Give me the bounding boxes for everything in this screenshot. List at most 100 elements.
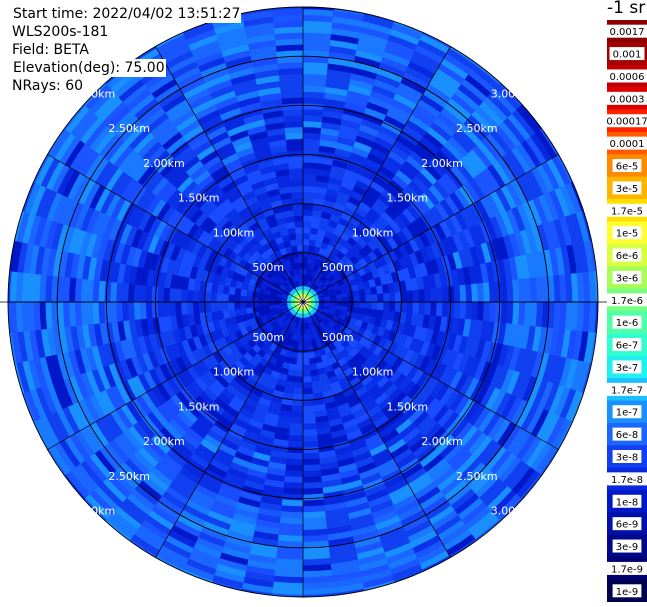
ppi-gate	[353, 295, 361, 303]
ppi-gate	[295, 370, 304, 377]
ppi-gate	[282, 109, 304, 117]
colorbar-label: 3e-8	[616, 453, 639, 464]
ppi-gate	[494, 301, 502, 323]
ppi-gate	[302, 209, 313, 217]
ppi-gate	[302, 132, 321, 140]
colorbar-label-bg	[612, 270, 642, 284]
ppi-gate	[476, 282, 485, 303]
ppi-gate	[175, 288, 182, 303]
ppi-gate	[180, 289, 188, 303]
ppi-gate	[210, 301, 218, 312]
ppi-gate	[228, 294, 235, 303]
ppi-gate	[302, 505, 326, 513]
ppi-gate	[302, 185, 316, 193]
ppi-gate	[488, 301, 496, 323]
ppi-gate	[80, 278, 89, 303]
colorbar-label: 1e-7	[616, 408, 639, 419]
colorbar-label-bg	[612, 181, 642, 195]
ppi-gate	[269, 301, 276, 306]
colorbar-label-bg	[607, 69, 647, 83]
ppi-gate	[302, 126, 322, 134]
ppi-gate	[302, 382, 313, 389]
colorbar-title: -1 sr	[607, 0, 646, 18]
ppi-gate	[283, 115, 304, 123]
ppi-gate	[234, 294, 241, 303]
nrays: NRays: 60	[12, 78, 84, 94]
range-ring-label: 2.00km	[143, 157, 185, 170]
ppi-gate	[302, 499, 325, 507]
ppi-gate	[291, 405, 304, 413]
ppi-gate	[285, 132, 304, 140]
ppi-gate	[192, 301, 200, 314]
ppi-gate	[74, 277, 83, 303]
ppi-gate	[302, 329, 307, 336]
colorbar-label-bg	[607, 24, 647, 38]
ppi-gate	[282, 103, 304, 111]
ppi-gate	[424, 288, 431, 303]
colorbar-label-bg	[612, 360, 642, 374]
ppi-gate	[302, 335, 308, 342]
ppi-gate	[388, 292, 396, 303]
start-time: Start time: 2022/04/02 13:51:27	[12, 5, 242, 23]
colorbar-label: 0.0006	[610, 72, 645, 83]
ppi-gate	[239, 301, 247, 309]
colorbar-label-bg	[607, 114, 647, 128]
ppi-gate	[116, 282, 124, 303]
ppi-gate	[290, 179, 304, 187]
ppi-gate	[465, 284, 473, 303]
colorbar-label: 0.0001	[610, 139, 645, 150]
ppi-gate	[116, 301, 124, 322]
ppi-gate	[341, 297, 349, 303]
azimuth-spoke	[47, 154, 304, 303]
ppi-gate	[412, 289, 420, 303]
ppi-gate	[406, 290, 414, 303]
range-ring-label: 1.50km	[178, 192, 220, 205]
ppi-gate	[302, 179, 316, 187]
ppi-gate	[294, 376, 304, 383]
colorbar-label-bg	[612, 427, 642, 441]
range-ring-label: 2.50km	[108, 470, 150, 483]
ppi-gate	[302, 346, 309, 354]
ppi-gate	[288, 162, 304, 170]
ppi-gate	[302, 115, 323, 123]
ppi-gate	[151, 286, 159, 303]
ppi-gate	[482, 301, 490, 322]
colorbar-label-bg	[612, 315, 642, 329]
ppi-gate	[517, 278, 526, 303]
ppi-gate	[302, 103, 324, 111]
ppi-gate	[296, 244, 304, 252]
ppi-gate	[186, 301, 194, 315]
range-ring-label: 1.50km	[386, 192, 428, 205]
colorbar-label-bg	[612, 450, 642, 463]
range-ring-label: 500m	[252, 331, 284, 344]
ppi-gate	[74, 301, 83, 327]
ppi-gate	[365, 294, 372, 303]
ppi-gate	[290, 185, 304, 193]
ppi-gate	[157, 301, 165, 318]
range-ring-label: 2.50km	[456, 470, 498, 483]
ppi-gate	[133, 301, 141, 320]
ppi-gate	[302, 393, 314, 401]
ppi-gate	[447, 286, 455, 303]
ppi-gate	[204, 301, 212, 313]
ppi-gate	[302, 475, 323, 484]
ppi-gate	[292, 203, 304, 211]
colorbar-label: 1e-6	[616, 318, 639, 329]
ppi-gate	[302, 233, 311, 240]
ppi-gate	[298, 262, 304, 269]
ppi-gate	[297, 346, 304, 354]
ppi-gate	[302, 516, 327, 525]
ppi-gate	[302, 423, 317, 430]
ppi-gate	[371, 294, 378, 303]
colorbar-label: 1.7e-8	[611, 475, 643, 486]
ppi-gate	[302, 215, 313, 222]
azimuth-spoke	[155, 301, 304, 558]
ppi-gate	[297, 250, 304, 258]
colorbar-label: 0.001	[613, 50, 642, 61]
colorbar-label-bg	[612, 226, 642, 240]
ppi-gate	[324, 298, 331, 303]
colorbar-label: 6e-9	[616, 520, 639, 531]
range-ring-label: 1.50km	[386, 400, 428, 413]
colorbar-label-bg	[607, 136, 647, 150]
ppi-gate	[293, 209, 304, 217]
